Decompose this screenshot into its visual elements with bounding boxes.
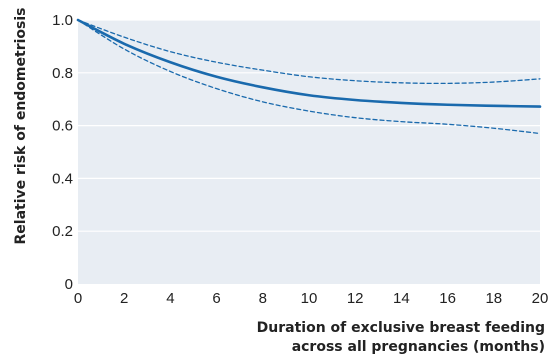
gridlines bbox=[78, 19, 540, 232]
x-tick-label-2: 4 bbox=[166, 290, 174, 307]
x-axis-title-line-2: across all pregnancies (months) bbox=[292, 339, 545, 355]
confidence-interval-line-1 bbox=[77, 19, 541, 85]
plot-area bbox=[78, 20, 540, 284]
x-tick-label-10: 20 bbox=[532, 290, 549, 307]
estimate-line bbox=[76, 18, 542, 108]
y-tick-label-5: 1.0 bbox=[52, 12, 73, 29]
x-tick-label-8: 16 bbox=[439, 290, 456, 307]
y-tick-labels: 0 0.2 0.4 0.6 0.8 1.0 bbox=[52, 12, 73, 293]
confidence-interval-line-2 bbox=[77, 19, 541, 135]
x-tick-label-7: 14 bbox=[393, 290, 410, 307]
series-layer bbox=[76, 18, 542, 135]
y-tick-label-0: 0 bbox=[65, 276, 73, 293]
x-axis-title-line-1: Duration of exclusive breast feeding bbox=[257, 320, 545, 336]
y-tick-label-4: 0.8 bbox=[52, 65, 73, 82]
y-tick-label-3: 0.6 bbox=[52, 118, 73, 135]
y-tick-label-2: 0.4 bbox=[52, 170, 73, 187]
x-tick-label-5: 10 bbox=[301, 290, 318, 307]
x-tick-label-4: 8 bbox=[259, 290, 267, 307]
x-tick-labels: 0 2 4 6 8 10 12 14 16 18 20 bbox=[74, 290, 549, 307]
x-tick-label-0: 0 bbox=[74, 290, 82, 307]
x-tick-label-3: 6 bbox=[212, 290, 220, 307]
x-tick-label-1: 2 bbox=[120, 290, 128, 307]
y-axis-title: Relative risk of endometriosis bbox=[13, 8, 29, 245]
x-tick-label-9: 18 bbox=[485, 290, 502, 307]
y-tick-label-1: 0.2 bbox=[52, 223, 73, 240]
x-tick-label-6: 12 bbox=[347, 290, 364, 307]
